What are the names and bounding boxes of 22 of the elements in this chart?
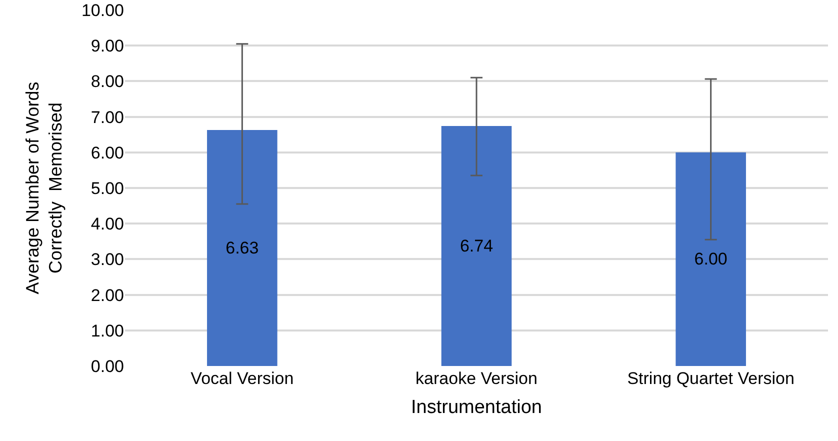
y-tick-label: 2.00 bbox=[90, 286, 124, 305]
y-tick-label: 10.00 bbox=[81, 0, 124, 20]
data-label: 6.74 bbox=[460, 236, 494, 256]
bar bbox=[207, 130, 278, 366]
y-tick-label: 9.00 bbox=[90, 36, 124, 56]
y-axis-title: Average Number of Words Correctly Memorised bbox=[22, 82, 66, 294]
x-tick-label: karaoke Version bbox=[416, 369, 538, 388]
y-tick-label: 7.00 bbox=[90, 108, 124, 127]
x-axis-title: Instrumentation bbox=[411, 396, 542, 418]
y-tick-label: 6.00 bbox=[90, 143, 124, 162]
data-label: 6.63 bbox=[226, 238, 259, 258]
bar bbox=[676, 152, 746, 366]
y-tick-label: 1.00 bbox=[90, 321, 124, 340]
x-tick-label: String Quartet Version bbox=[627, 369, 794, 388]
y-tick-label: 5.00 bbox=[90, 178, 124, 198]
data-label: 6.00 bbox=[694, 250, 728, 269]
bar bbox=[441, 126, 512, 366]
y-tick-label: 8.00 bbox=[90, 72, 124, 92]
y-tick-label: 3.00 bbox=[90, 250, 124, 270]
y-tick-label: 4.00 bbox=[90, 214, 124, 234]
x-tick-label: Vocal Version bbox=[190, 369, 294, 388]
y-tick-label: 0.00 bbox=[90, 356, 124, 376]
